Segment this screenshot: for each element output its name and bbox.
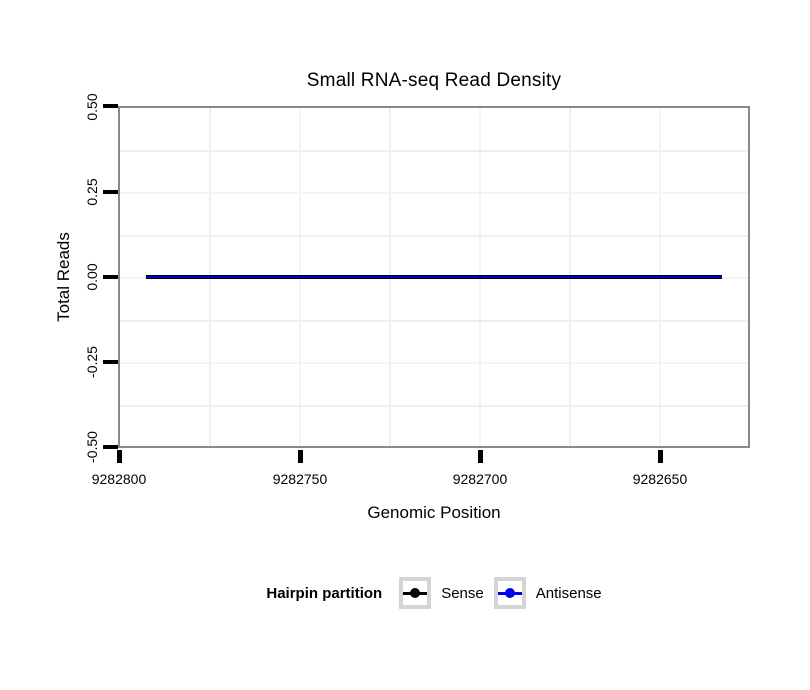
- gridline-h-minor: [120, 235, 748, 237]
- gridline-h-minor: [120, 320, 748, 322]
- y-tick-mark: [103, 360, 118, 364]
- y-tick-mark: [103, 104, 118, 108]
- x-axis-tick-label: 9282750: [272, 471, 328, 487]
- x-axis-title: Genomic Position: [367, 503, 501, 522]
- gridline-h-minor: [120, 405, 748, 407]
- y-tick-mark: [103, 445, 118, 449]
- legend-key-antisense: [493, 577, 526, 609]
- legend-label-sense: Sense: [441, 584, 484, 602]
- y-axis-tick-label: -0.50: [84, 431, 100, 463]
- gridline-h-minor: [120, 150, 748, 152]
- legend: Hairpin partition Sense Antisense: [118, 575, 750, 611]
- x-tick-mark: [478, 450, 483, 463]
- x-axis-tick-label: 9282700: [452, 471, 508, 487]
- y-axis-title: Total Reads: [54, 232, 73, 322]
- y-axis-tick-label: 0.00: [84, 263, 100, 291]
- y-tick-mark: [103, 275, 118, 279]
- x-axis-tick-label: 9282650: [632, 471, 688, 487]
- y-axis-tick-label: 0.50: [84, 93, 100, 121]
- x-tick-mark: [298, 450, 303, 463]
- legend-title: Hairpin partition: [266, 584, 383, 602]
- y-axis-tick-label: -0.25: [84, 346, 100, 378]
- y-tick-mark: [103, 190, 118, 194]
- series-line-antisense: [146, 276, 722, 278]
- x-axis-tick-label: 9282800: [91, 471, 147, 487]
- gridline-h-major: [120, 192, 748, 194]
- gridline-h-major: [120, 362, 748, 364]
- x-tick-mark: [658, 450, 663, 463]
- sense-point-swatch: [410, 588, 421, 598]
- x-tick-mark: [117, 450, 122, 463]
- antisense-point-swatch: [504, 588, 515, 598]
- chart-title: Small RNA-seq Read Density: [306, 70, 562, 91]
- y-axis-tick-label: 0.25: [84, 178, 100, 206]
- plot-panel: [118, 106, 750, 448]
- legend-label-antisense: Antisense: [535, 584, 602, 602]
- legend-key-sense: [399, 577, 432, 609]
